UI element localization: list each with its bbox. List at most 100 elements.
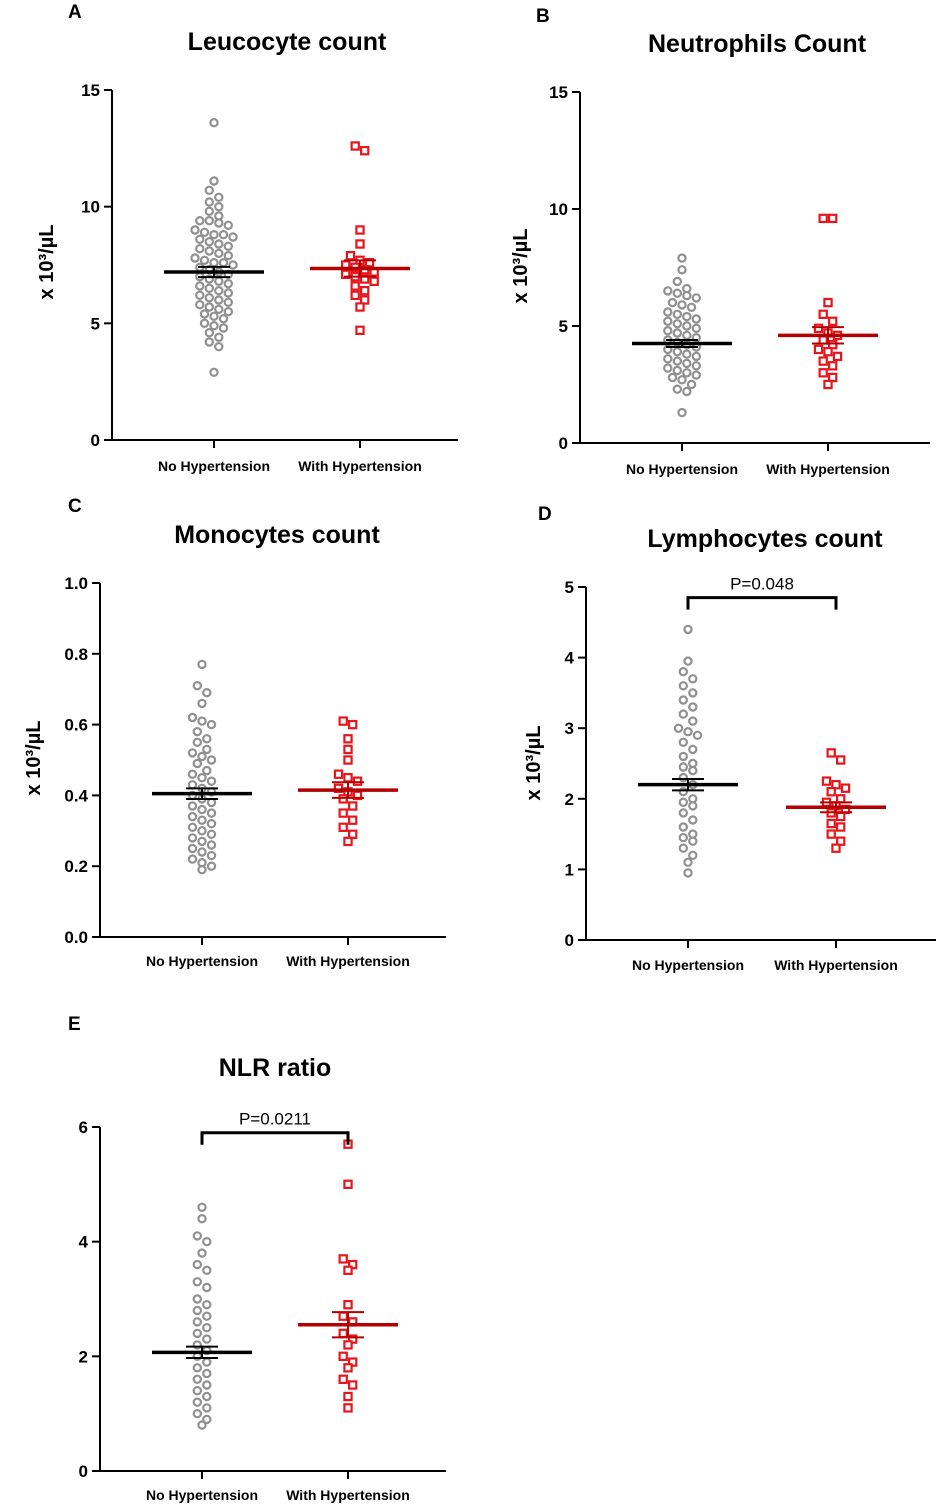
data-point [826,786,836,797]
panel-a: A Leucocyte count 0 5 10 15 No Hypertension Wit… [36,2,458,474]
data-point [832,351,843,362]
y-axis-label: x 10³/µL [23,721,45,796]
data-point [338,808,348,818]
data-point [348,1357,358,1367]
data-point [678,787,689,797]
data-point [691,351,702,362]
data-point [187,854,198,864]
y-tick-label: 4 [565,649,575,668]
panel-letter: E [68,1014,81,1035]
data-point [197,815,207,825]
data-point [348,829,358,840]
data-point [348,1380,358,1390]
data-point [202,688,212,698]
data-point [683,656,693,666]
data-point [187,769,198,779]
y-tick-label: 3 [565,719,574,738]
data-point [195,234,205,244]
data-point [835,755,846,765]
data-point [187,748,198,758]
data-point [345,251,356,261]
data-point [818,309,828,320]
data-point [197,804,207,815]
series-with-hypertension [778,213,878,390]
category-label: No Hypertension [158,458,270,474]
data-point [678,709,689,719]
data-point [192,1317,202,1327]
data-point [813,323,824,334]
data-point [204,246,214,256]
data-point [823,347,833,357]
data-point [682,386,692,397]
data-point [195,281,205,291]
data-point [348,719,358,730]
data-point [197,773,207,783]
data-point [206,861,217,871]
data-point [826,829,836,839]
data-point [350,141,360,151]
data-point [223,307,233,317]
data-point [195,215,205,226]
data-point [195,290,205,300]
y-tick-label: 0 [559,434,568,453]
data-point [209,367,219,377]
data-point [823,297,833,308]
data-point [202,1311,212,1321]
y-tick-label: 5 [559,317,568,336]
data-point [204,328,214,338]
data-point [683,857,693,868]
y-tick-label: 10 [81,198,100,217]
data-point [206,776,217,786]
y-tick-label: 15 [81,81,100,100]
data-point [682,290,692,301]
data-point [206,797,217,808]
data-point [678,797,689,808]
y-tick-label: 0.8 [64,645,88,664]
data-point [682,368,692,378]
data-point [214,342,224,352]
significance-bracket [686,596,838,610]
data-point [827,361,838,371]
data-point [192,1259,202,1270]
data-point [348,815,358,825]
data-point [831,779,841,790]
data-point [683,727,693,737]
data-point [192,1363,202,1373]
category-label: With Hypertension [766,461,890,477]
panel-letter: D [538,504,552,525]
data-point [677,375,687,385]
data-point [686,302,697,312]
data-point [197,1248,207,1258]
data-point [688,688,698,698]
data-point [831,843,841,853]
data-point [214,201,224,212]
y-axis-label: x 10³/µL [510,229,532,304]
data-point [202,1282,212,1293]
data-point [672,288,683,298]
data-point [678,751,689,762]
data-point [209,321,219,331]
data-point [214,304,224,314]
series-no-hypertension [632,253,732,418]
data-point [355,239,365,249]
data-point [218,229,229,240]
data-point [691,293,702,303]
data-point [682,330,692,341]
data-point [202,1414,212,1425]
data-point [223,297,233,307]
series-no-hypertension [638,624,738,878]
category-label: No Hypertension [146,953,258,969]
chart-title: NLR ratio [219,1054,332,1082]
data-point [223,279,233,289]
data-point [214,248,224,258]
data-point [197,751,207,762]
data-point [192,1277,202,1287]
data-point [338,1328,348,1339]
data-point [209,311,219,321]
data-point [199,227,210,237]
data-point [202,744,212,755]
data-point [218,258,229,268]
data-point [663,363,673,373]
data-point [228,232,238,242]
data-point [338,822,348,833]
